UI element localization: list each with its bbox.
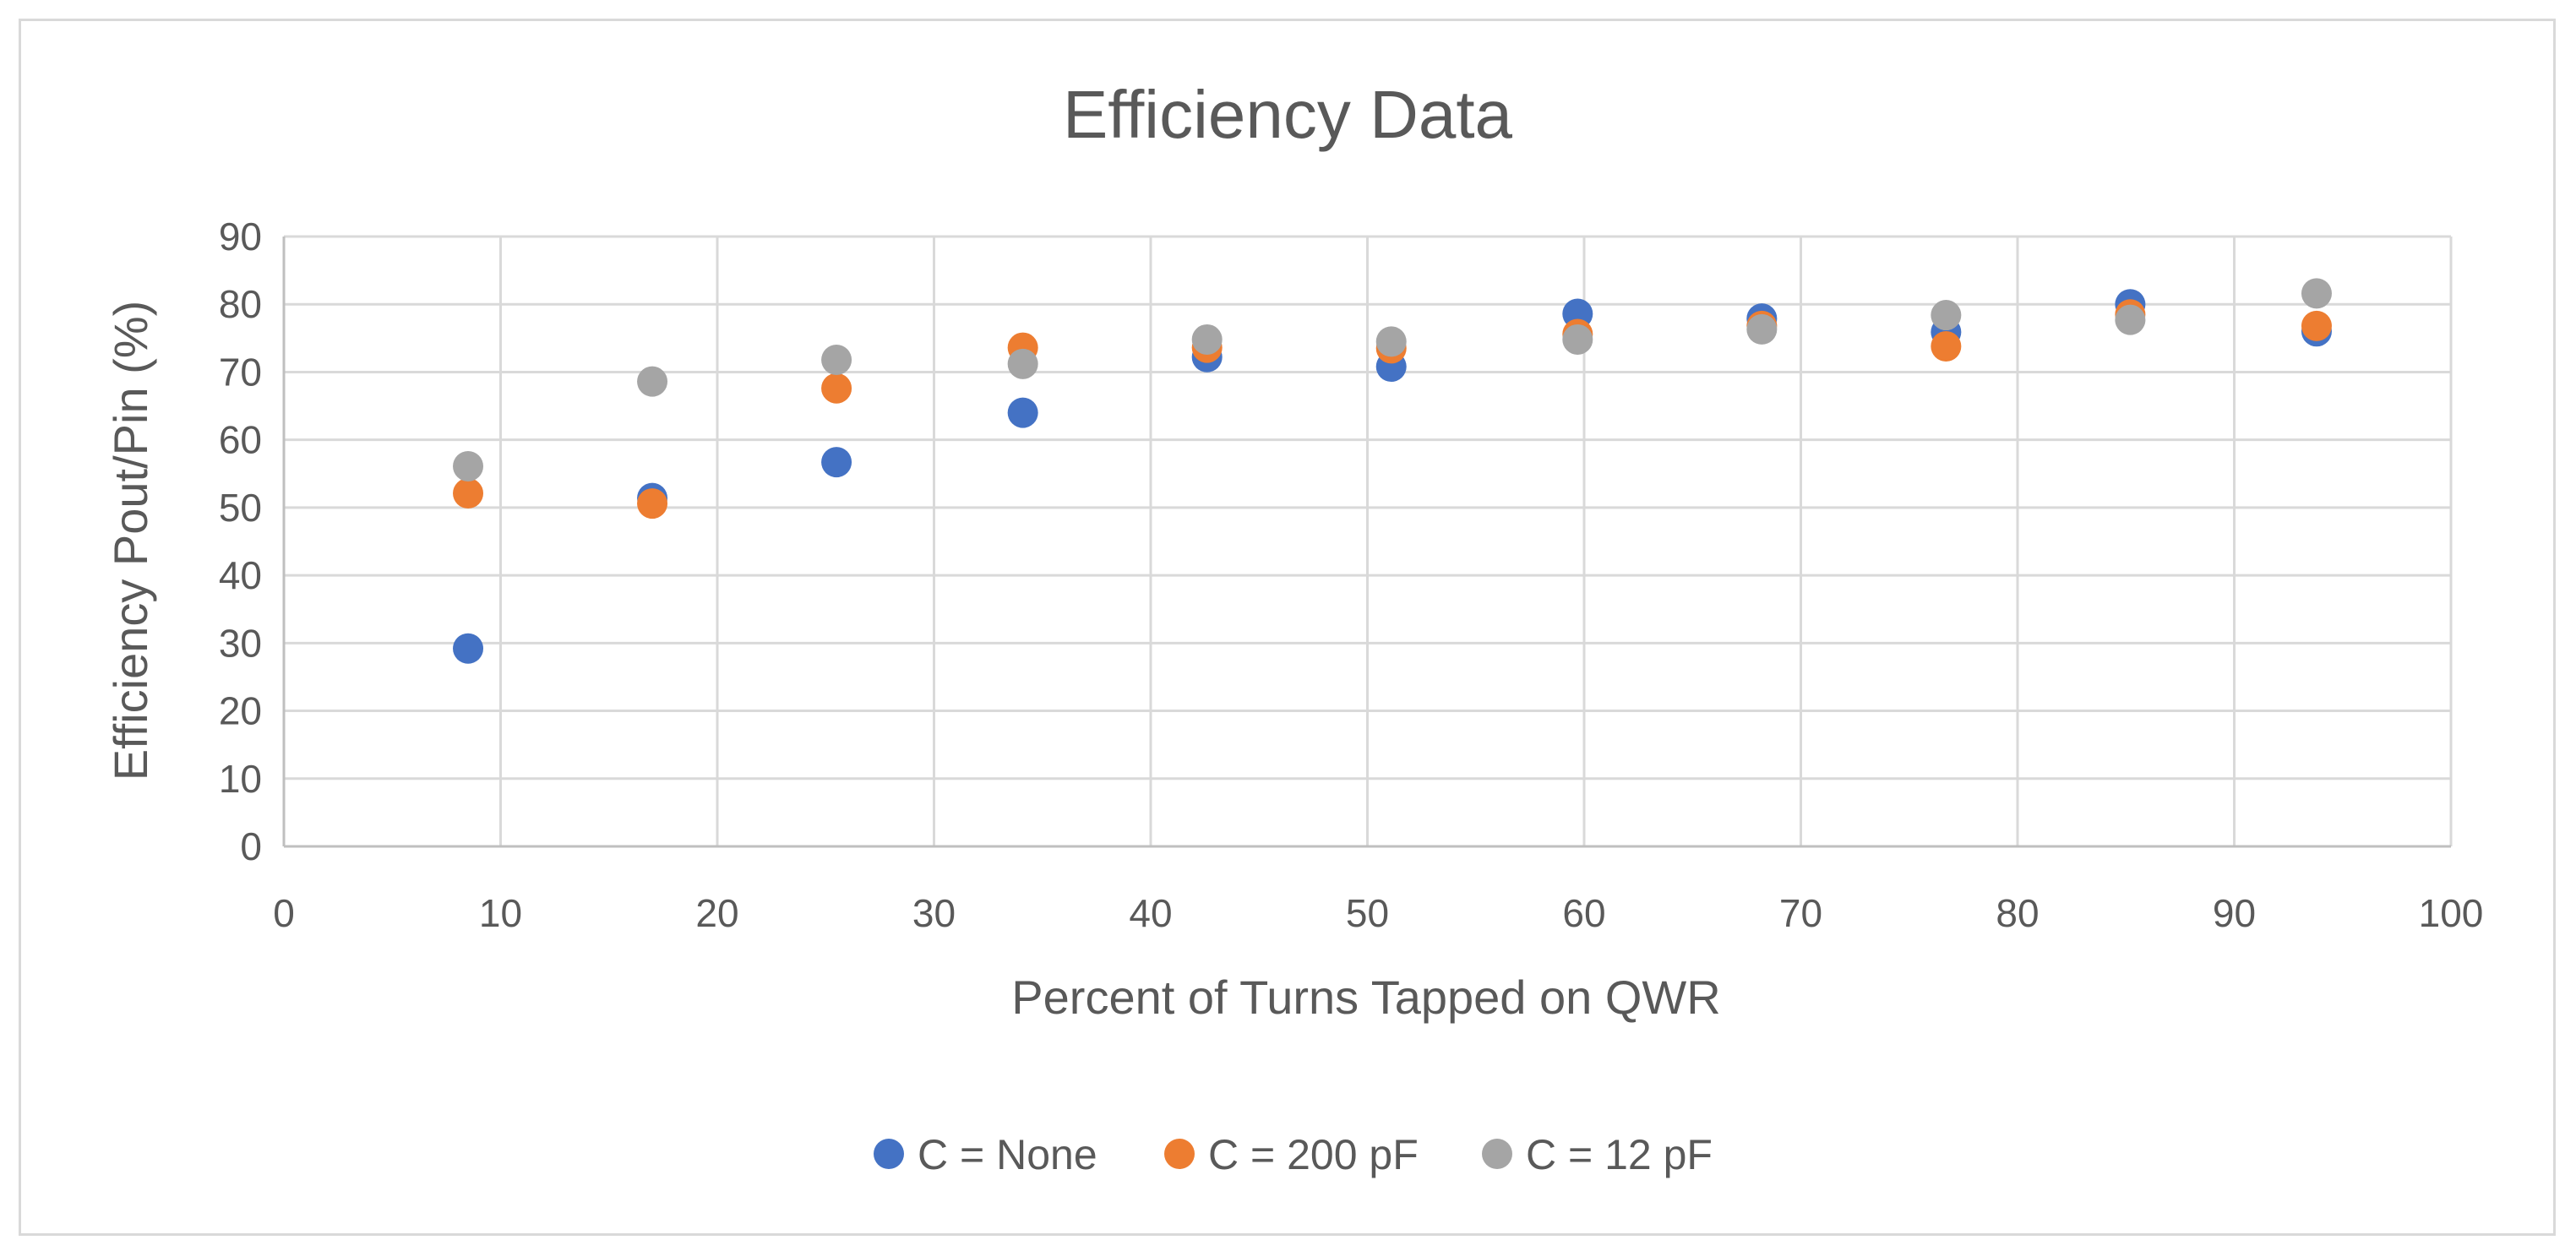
x-tick-label: 40	[1129, 891, 1172, 935]
x-tick-label: 10	[479, 891, 522, 935]
y-tick-label: 20	[219, 689, 262, 733]
y-tick-label: 80	[219, 282, 262, 326]
point-c-12-pf	[2301, 278, 2332, 309]
y-tick-label: 50	[219, 486, 262, 530]
x-tick-label: 30	[912, 891, 956, 935]
point-c-200-pf	[1931, 330, 1962, 362]
point-c-12-pf	[1191, 324, 1223, 355]
x-tick-label: 100	[2419, 891, 2484, 935]
y-tick-label: 70	[219, 350, 262, 394]
point-c-none	[453, 633, 484, 664]
legend-marker-c-200-pf	[1164, 1139, 1195, 1169]
legend-label-c-12-pf: C = 12 pF	[1526, 1131, 1713, 1178]
x-tick-label: 80	[1996, 891, 2039, 935]
chart-frame	[19, 19, 2556, 1236]
chart-title: Efficiency Data	[1063, 77, 1513, 152]
x-tick-label: 90	[2213, 891, 2256, 935]
legend-label-c-200-pf: C = 200 pF	[1208, 1131, 1419, 1178]
legend-marker-c-none	[874, 1139, 904, 1169]
point-c-200-pf	[821, 373, 852, 404]
point-c-12-pf	[821, 345, 852, 376]
legend-label-c-none: C = None	[918, 1131, 1097, 1178]
y-tick-label: 60	[219, 418, 262, 462]
point-c-none	[821, 447, 852, 478]
point-c-12-pf	[637, 366, 668, 397]
legend: C = None C = 200 pF C = 12 pF	[874, 1131, 1713, 1178]
x-tick-label: 60	[1562, 891, 1605, 935]
point-c-12-pf	[2115, 304, 2146, 335]
y-tick-label: 30	[219, 621, 262, 665]
point-c-12-pf	[1746, 313, 1778, 345]
point-c-12-pf	[453, 450, 484, 481]
x-tick-label: 50	[1346, 891, 1389, 935]
y-tick-label: 0	[240, 824, 262, 868]
point-c-200-pf	[453, 478, 484, 509]
y-tick-label: 40	[219, 553, 262, 597]
x-tick-label: 0	[273, 891, 295, 935]
y-tick-label: 90	[219, 215, 262, 258]
point-c-none	[1007, 397, 1038, 428]
point-c-12-pf	[1931, 300, 1962, 331]
y-axis-title: Efficiency Pout/Pin (%)	[104, 301, 157, 781]
point-c-12-pf	[1007, 348, 1038, 379]
y-tick-label: 10	[219, 757, 262, 801]
point-c-12-pf	[1375, 326, 1407, 357]
point-c-200-pf	[637, 488, 668, 519]
grid-layer	[284, 235, 2453, 846]
x-axis-title: Percent of Turns Tapped on QWR	[1011, 971, 1720, 1024]
tick-labels: 0 10 20 30 40 50 60 70 80 90 0 10 20 30 40 50 60 70 80 90 10…	[219, 215, 2484, 935]
x-tick-label: 20	[695, 891, 738, 935]
x-tick-label: 70	[1779, 891, 1822, 935]
data-points	[453, 278, 2332, 664]
point-c-12-pf	[1562, 324, 1593, 355]
axis-layer	[282, 237, 2451, 848]
legend-marker-c-12-pf	[1482, 1139, 1512, 1169]
point-c-200-pf	[2301, 310, 2332, 341]
